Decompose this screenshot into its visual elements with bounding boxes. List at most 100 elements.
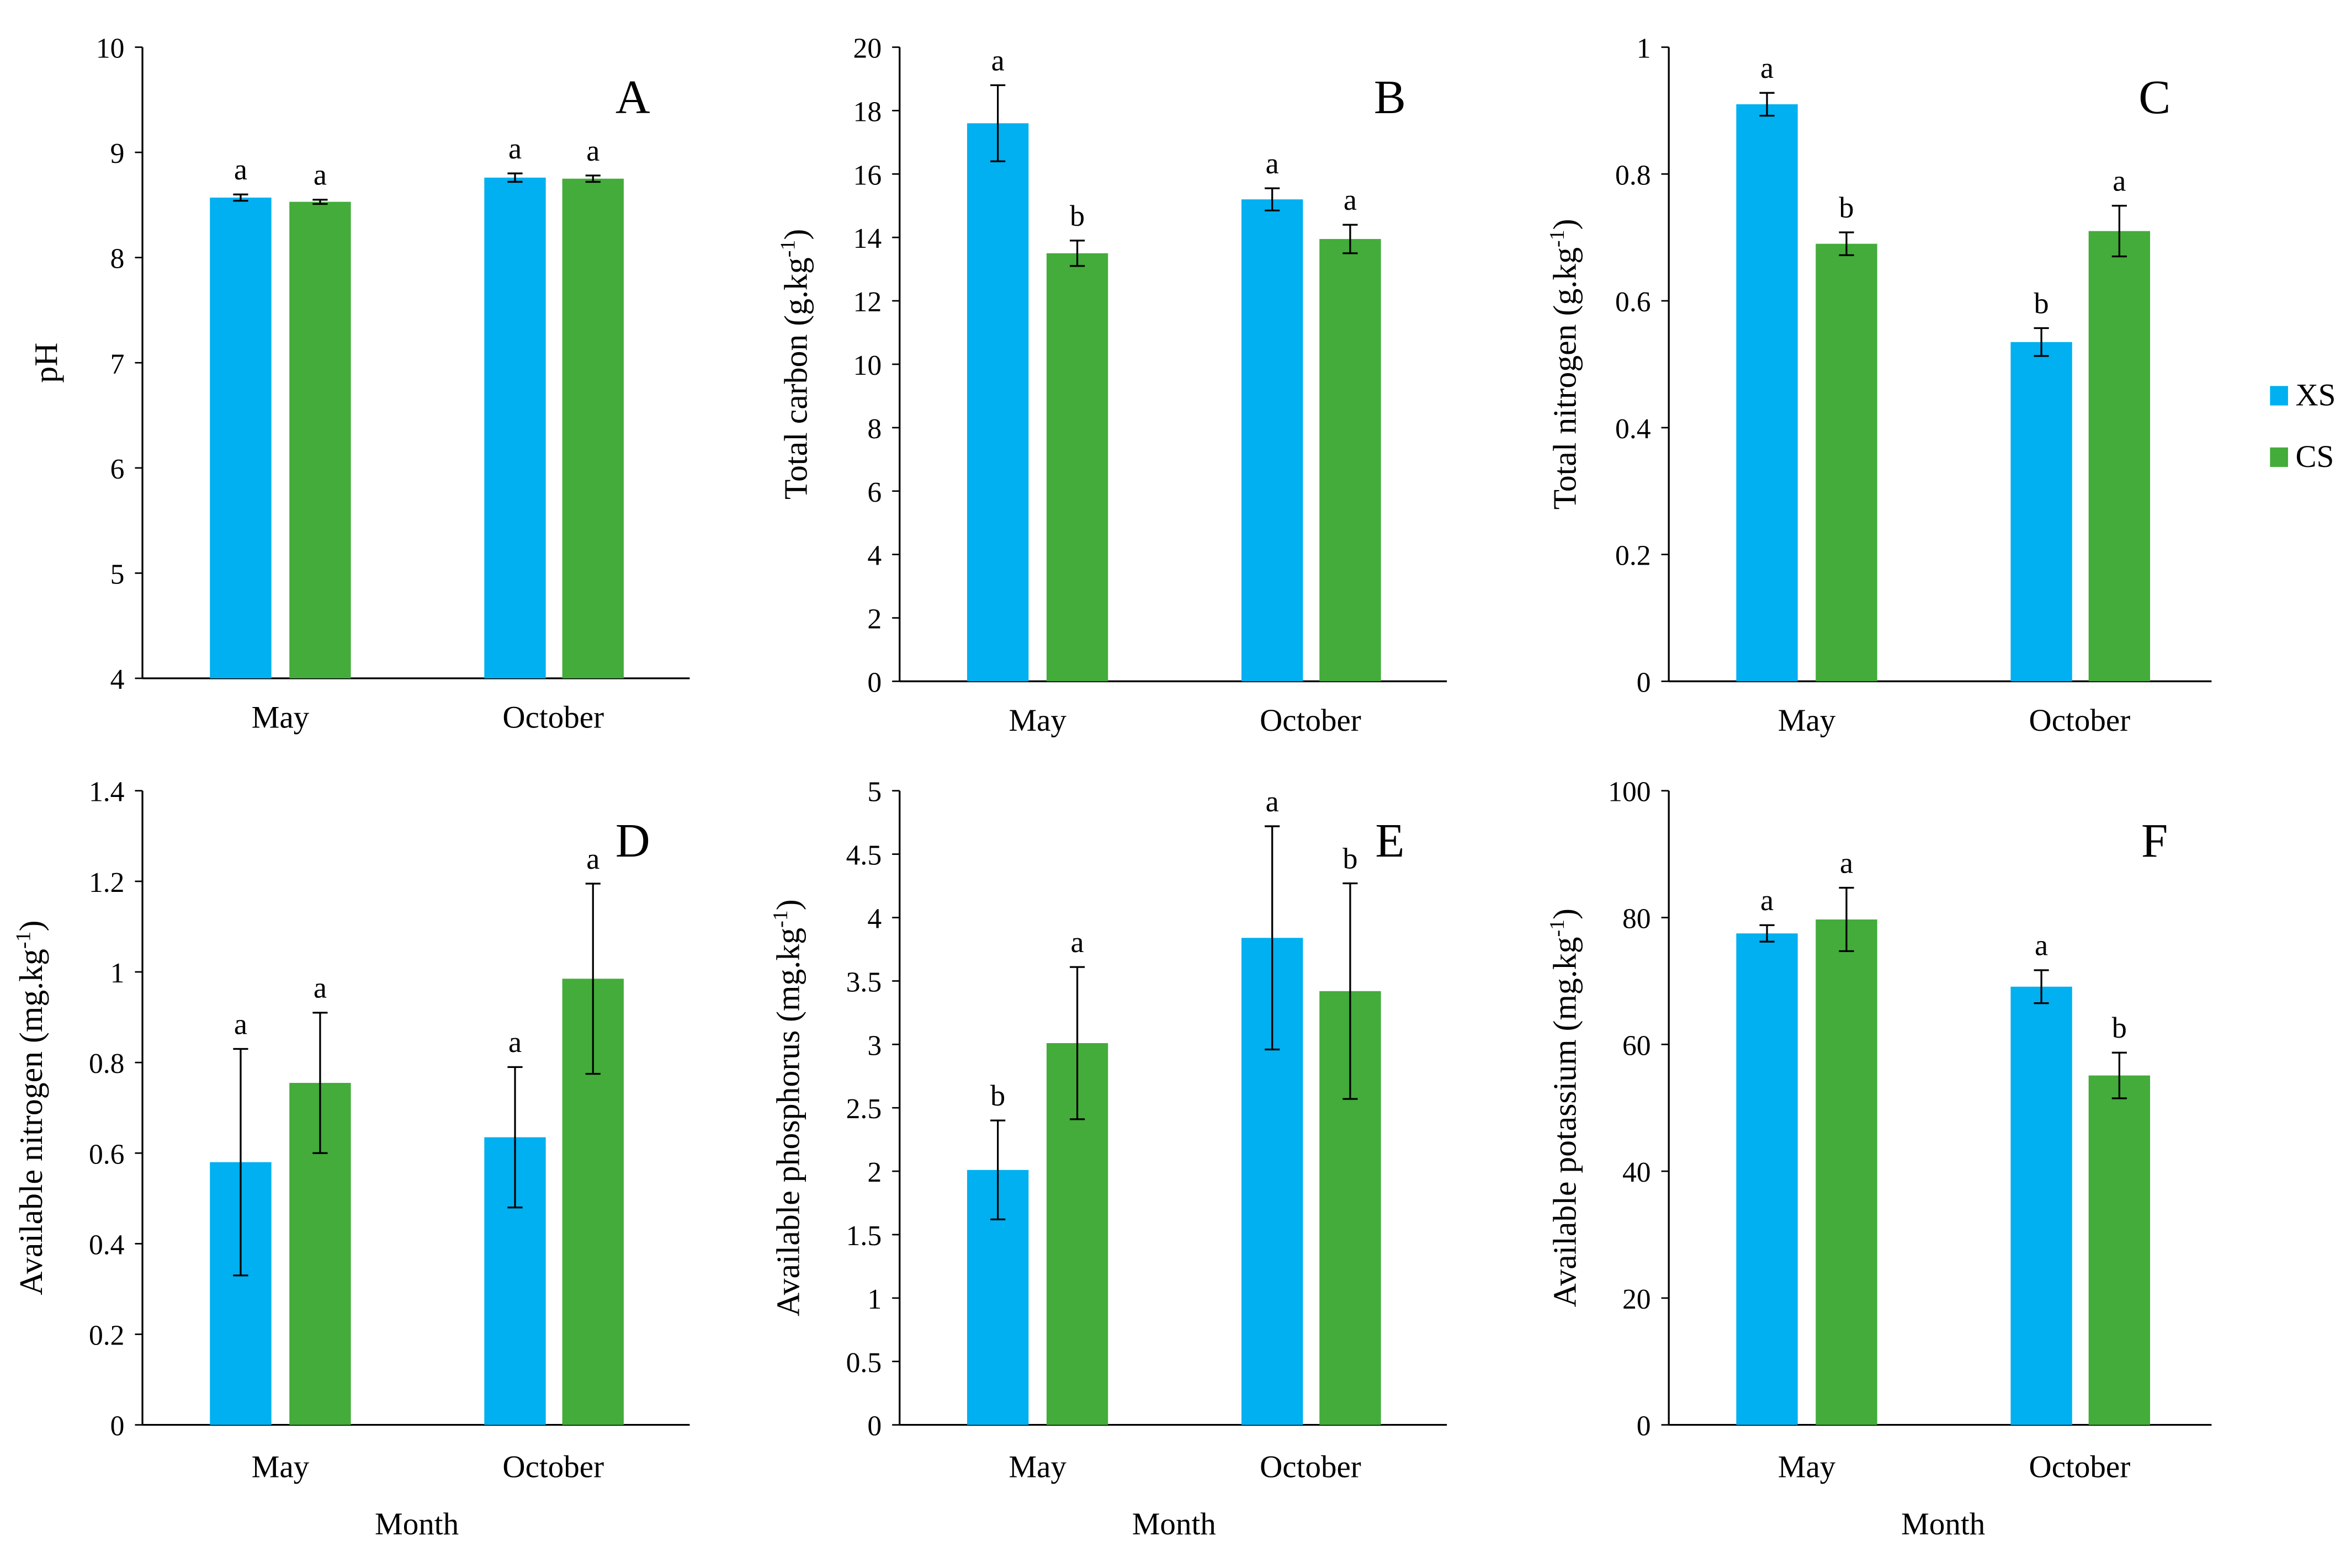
bar-CS-May (1816, 919, 1877, 1425)
bar-XS-May (1736, 104, 1798, 682)
legend-swatch-XS (2270, 386, 2288, 406)
y-tick-label: 0.8 (1615, 160, 1651, 191)
y-tick-label: 4 (867, 540, 882, 572)
panel-B: 0 2 4 6 8 10 12 14 16 18 20 May October Total carbon … (777, 33, 1447, 738)
panel-A: 4 5 6 7 8 9 10 May October pH Aa a a a (28, 33, 690, 735)
error-bar (507, 1066, 523, 1209)
bar-CS-October (562, 178, 624, 679)
y-tick-label: 5 (110, 559, 125, 590)
error-bar (312, 199, 328, 205)
error-bar (1070, 240, 1085, 267)
significance-letter: b (2112, 1011, 2127, 1044)
y-axis-title-sup: -1 (1546, 230, 1569, 247)
legend-label-CS: CS (2296, 439, 2334, 474)
error-bar (1839, 886, 1854, 953)
bar-CS-October (2088, 1075, 2151, 1425)
bar-CS-May (289, 201, 351, 679)
x-tick-label: October (502, 700, 604, 735)
y-axis-title-end: ) (1547, 908, 1583, 919)
panel-C: 0 0.2 0.4 0.6 0.8 1 May October Total nitrogen (… (1546, 33, 2212, 738)
error-bar (1265, 825, 1280, 1051)
significance-letter: a (314, 158, 327, 192)
y-axis-title-sup: -1 (1546, 919, 1569, 937)
significance-letter: b (1342, 842, 1357, 875)
y-tick-label: 0 (867, 1411, 882, 1442)
y-tick-label: 2.5 (846, 1093, 882, 1125)
bar-XS-May (967, 123, 1029, 682)
x-axis-title: Month (1132, 1507, 1216, 1542)
significance-letter: a (1840, 846, 1853, 879)
y-axis-title: Total carbon (g.kg-1) (777, 229, 814, 499)
bar-XS-October (1241, 199, 1303, 682)
bar-CS-May (1816, 243, 1877, 682)
y-tick-label: 2 (867, 1157, 882, 1188)
x-axis-title: Month (375, 1507, 459, 1542)
panel-label: B (1374, 71, 1406, 124)
y-tick-label: 1.2 (89, 867, 124, 899)
y-tick-label: 1.4 (89, 777, 124, 808)
y-tick-label: 40 (1622, 1157, 1651, 1188)
error-bar (2111, 205, 2127, 258)
significance-letter: a (1266, 785, 1279, 818)
y-tick-label: 9 (110, 138, 125, 169)
y-axis-title: Available phosphorus (mg.kg-1) (769, 899, 806, 1316)
x-tick-label: October (502, 1450, 604, 1485)
error-bar (990, 1119, 1006, 1221)
error-bar (1070, 966, 1085, 1120)
y-tick-label: 0.4 (89, 1229, 124, 1261)
panel-D: 0 0.2 0.4 0.6 0.8 1 1.2 1.4 May October Available … (12, 777, 690, 1542)
panel-label: A (615, 71, 650, 124)
y-axis-title-end: ) (1547, 219, 1583, 230)
y-axis-title-end: ) (777, 229, 814, 240)
y-axis-title-text: Available potassium (mg.kg (1547, 937, 1583, 1307)
error-bar (1759, 92, 1775, 117)
error-bar (2034, 327, 2049, 357)
error-bar (1342, 882, 1358, 1100)
significance-letter: a (586, 134, 599, 167)
significance-letter: a (314, 971, 327, 1004)
y-tick-label: 0 (867, 667, 882, 698)
bar-CS-October (2088, 231, 2151, 682)
bar-XS-October (2010, 986, 2072, 1425)
error-bar (990, 84, 1006, 162)
error-bar (585, 883, 601, 1075)
x-tick-label: May (1009, 703, 1066, 738)
y-axis-title-text: Total carbon (g.kg (777, 257, 814, 499)
y-tick-label: 0.8 (89, 1048, 124, 1080)
y-tick-label: 0.6 (1615, 286, 1651, 318)
significance-letter: a (1760, 51, 1774, 84)
y-tick-label: 3 (867, 1030, 882, 1061)
significance-letter: b (1839, 191, 1854, 224)
y-tick-label: 0.2 (89, 1320, 124, 1352)
panel-E: 0 0.5 1 1.5 2 2.5 3 3.5 4 4.5 5 May October Available… (769, 777, 1447, 1542)
significance-letter: a (2035, 929, 2048, 962)
x-tick-label: May (252, 1450, 310, 1485)
significance-letter: a (508, 1025, 522, 1059)
y-tick-label: 6 (867, 477, 882, 508)
error-bar (312, 1012, 328, 1154)
y-tick-label: 20 (1622, 1284, 1651, 1315)
y-tick-label: 4.5 (846, 840, 882, 871)
x-tick-label: October (1260, 1450, 1361, 1485)
significance-letter: a (991, 44, 1005, 77)
y-axis-title-text: pH (28, 343, 64, 383)
significance-letter: a (234, 153, 247, 186)
bar-CS-May (1046, 253, 1108, 682)
error-bar (2111, 1051, 2127, 1099)
x-axis-title: Month (1901, 1507, 1985, 1542)
bar-CS-October (1319, 239, 1381, 682)
y-tick-label: 1 (1637, 33, 1651, 65)
panel-label: D (615, 814, 650, 867)
y-tick-label: 7 (110, 348, 125, 380)
y-axis-title-end: ) (13, 921, 49, 932)
x-tick-label: May (1009, 1450, 1066, 1485)
y-axis-title: Total nitrogen (g.kg-1) (1546, 219, 1583, 509)
significance-letter: a (508, 132, 522, 165)
significance-letter: a (586, 842, 599, 875)
significance-letter: b (1070, 199, 1085, 232)
y-tick-label: 12 (853, 286, 882, 318)
significance-letter: a (1266, 147, 1279, 180)
panel-label: C (2138, 71, 2170, 124)
bar-XS-May (210, 198, 272, 679)
